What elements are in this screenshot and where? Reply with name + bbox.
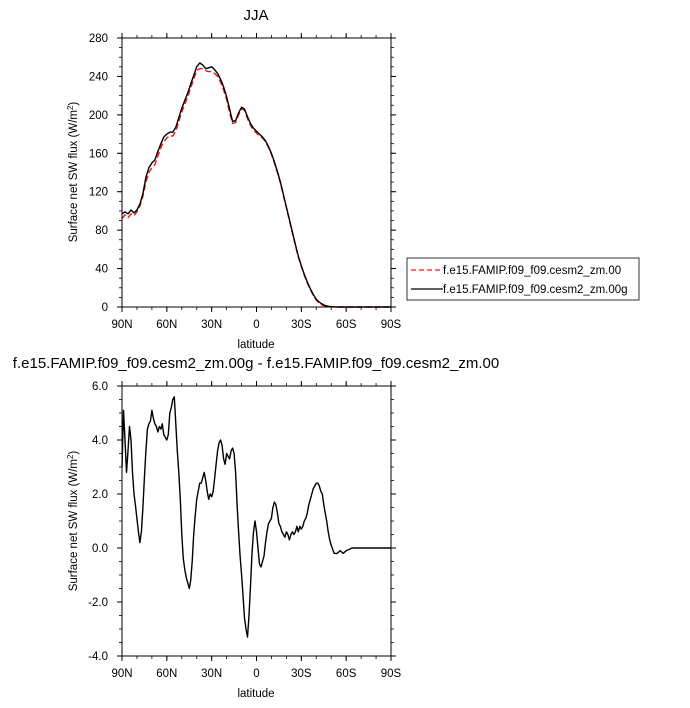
top-y-tick-label: 160 bbox=[89, 148, 108, 160]
bottom-x-tick-label: 90S bbox=[381, 668, 402, 680]
bottom-chart-series-group bbox=[121, 396, 391, 638]
legend-label-series-2: f.e15.FAMIP.f09_f09.cesm2_zm.00g bbox=[443, 284, 628, 296]
legend: f.e15.FAMIP.f09_f09.cesm2_zm.00 f.e15.FA… bbox=[406, 257, 640, 301]
bottom-series-line-1 bbox=[121, 396, 391, 638]
top-chart-title: JJA bbox=[243, 7, 268, 24]
top-x-tick-label: 0 bbox=[253, 319, 259, 331]
top-x-tick-label: 30N bbox=[201, 319, 222, 331]
top-x-axis-label: latitude bbox=[237, 339, 274, 351]
top-x-tick-label: 90N bbox=[111, 319, 132, 331]
bottom-x-tick-label: 0 bbox=[253, 668, 259, 680]
top-chart-ticks: 90N 60N 30N 0 30S 60S 90S 0 40 80 120 160 200 240 280 bbox=[89, 33, 402, 331]
top-series-line-1 bbox=[121, 68, 391, 308]
bottom-x-tick-label: 60N bbox=[156, 668, 177, 680]
bottom-x-tick-label: 60S bbox=[336, 668, 357, 680]
legend-label-series-1: f.e15.FAMIP.f09_f09.cesm2_zm.00 bbox=[443, 265, 621, 277]
top-x-tick-label: 60S bbox=[336, 319, 357, 331]
bottom-x-tick-label: 30S bbox=[291, 668, 312, 680]
top-y-tick-label: 0 bbox=[102, 302, 108, 314]
bottom-y-tick-label: -4.0 bbox=[88, 651, 108, 663]
bottom-y-tick-label: 2.0 bbox=[92, 489, 108, 501]
bottom-y-tick-label: -2.0 bbox=[88, 597, 108, 609]
top-x-tick-label: 90S bbox=[381, 319, 402, 331]
bottom-panel-chart: f.e15.FAMIP.f09_f09.cesm2_zm.00g - f.e15… bbox=[13, 355, 499, 700]
bottom-x-tick-label: 90N bbox=[111, 668, 132, 680]
top-y-tick-label: 240 bbox=[89, 71, 108, 83]
top-plot-frame bbox=[121, 37, 392, 308]
top-chart-series-group bbox=[121, 62, 391, 308]
top-series-line-2 bbox=[121, 62, 391, 308]
bottom-chart-title: f.e15.FAMIP.f09_f09.cesm2_zm.00g - f.e15… bbox=[13, 355, 499, 372]
top-y-tick-label: 280 bbox=[89, 33, 108, 45]
bottom-y-tick-label: 0.0 bbox=[92, 543, 108, 555]
top-x-tick-label: 60N bbox=[156, 319, 177, 331]
bottom-y-tick-label: 6.0 bbox=[92, 381, 108, 393]
top-x-tick-label: 30S bbox=[291, 319, 312, 331]
legend-box bbox=[406, 257, 640, 301]
bottom-chart-ticks: 90N 60N 30N 0 30S 60S 90S -4.0 -2.0 0.0 2.0 4.0 6.0 bbox=[88, 381, 402, 680]
bottom-y-axis-label: Surface net SW flux (W/m2) bbox=[66, 451, 80, 592]
bottom-x-tick-label: 30N bbox=[201, 668, 222, 680]
top-y-tick-label: 80 bbox=[95, 225, 108, 237]
top-y-tick-label: 120 bbox=[89, 187, 108, 199]
bottom-y-tick-label: 4.0 bbox=[92, 435, 108, 447]
bottom-x-axis-label: latitude bbox=[237, 688, 274, 700]
top-panel-chart: JJA 90N 60N 30N 0 30S 60S 90S 0 40 80 120 160 200 240… bbox=[66, 7, 640, 351]
top-y-tick-label: 200 bbox=[89, 110, 108, 122]
top-y-axis-label: Surface net SW flux (W/m2) bbox=[66, 102, 80, 243]
top-y-tick-label: 40 bbox=[95, 264, 108, 276]
